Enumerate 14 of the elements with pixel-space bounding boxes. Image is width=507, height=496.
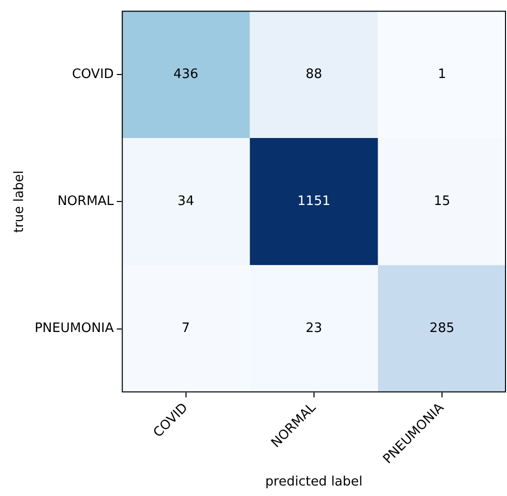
data-label: 34	[178, 194, 194, 209]
data-label: 436	[173, 66, 198, 82]
data-label: 23	[306, 321, 322, 336]
data-label: 15	[434, 194, 450, 209]
data-label: 1	[438, 66, 446, 82]
data-label: 1151	[297, 194, 330, 209]
y-tick-label: COVID	[72, 66, 114, 82]
data-label: 88	[306, 66, 322, 82]
y-tick-label: PNEUMONIA	[34, 321, 114, 336]
x-axis-title: predicted label	[265, 474, 363, 490]
y-axis-title: true label	[12, 170, 28, 233]
data-label: 285	[430, 321, 454, 336]
y-tick-label: NORMAL	[57, 194, 115, 209]
data-label: 7	[182, 321, 190, 336]
